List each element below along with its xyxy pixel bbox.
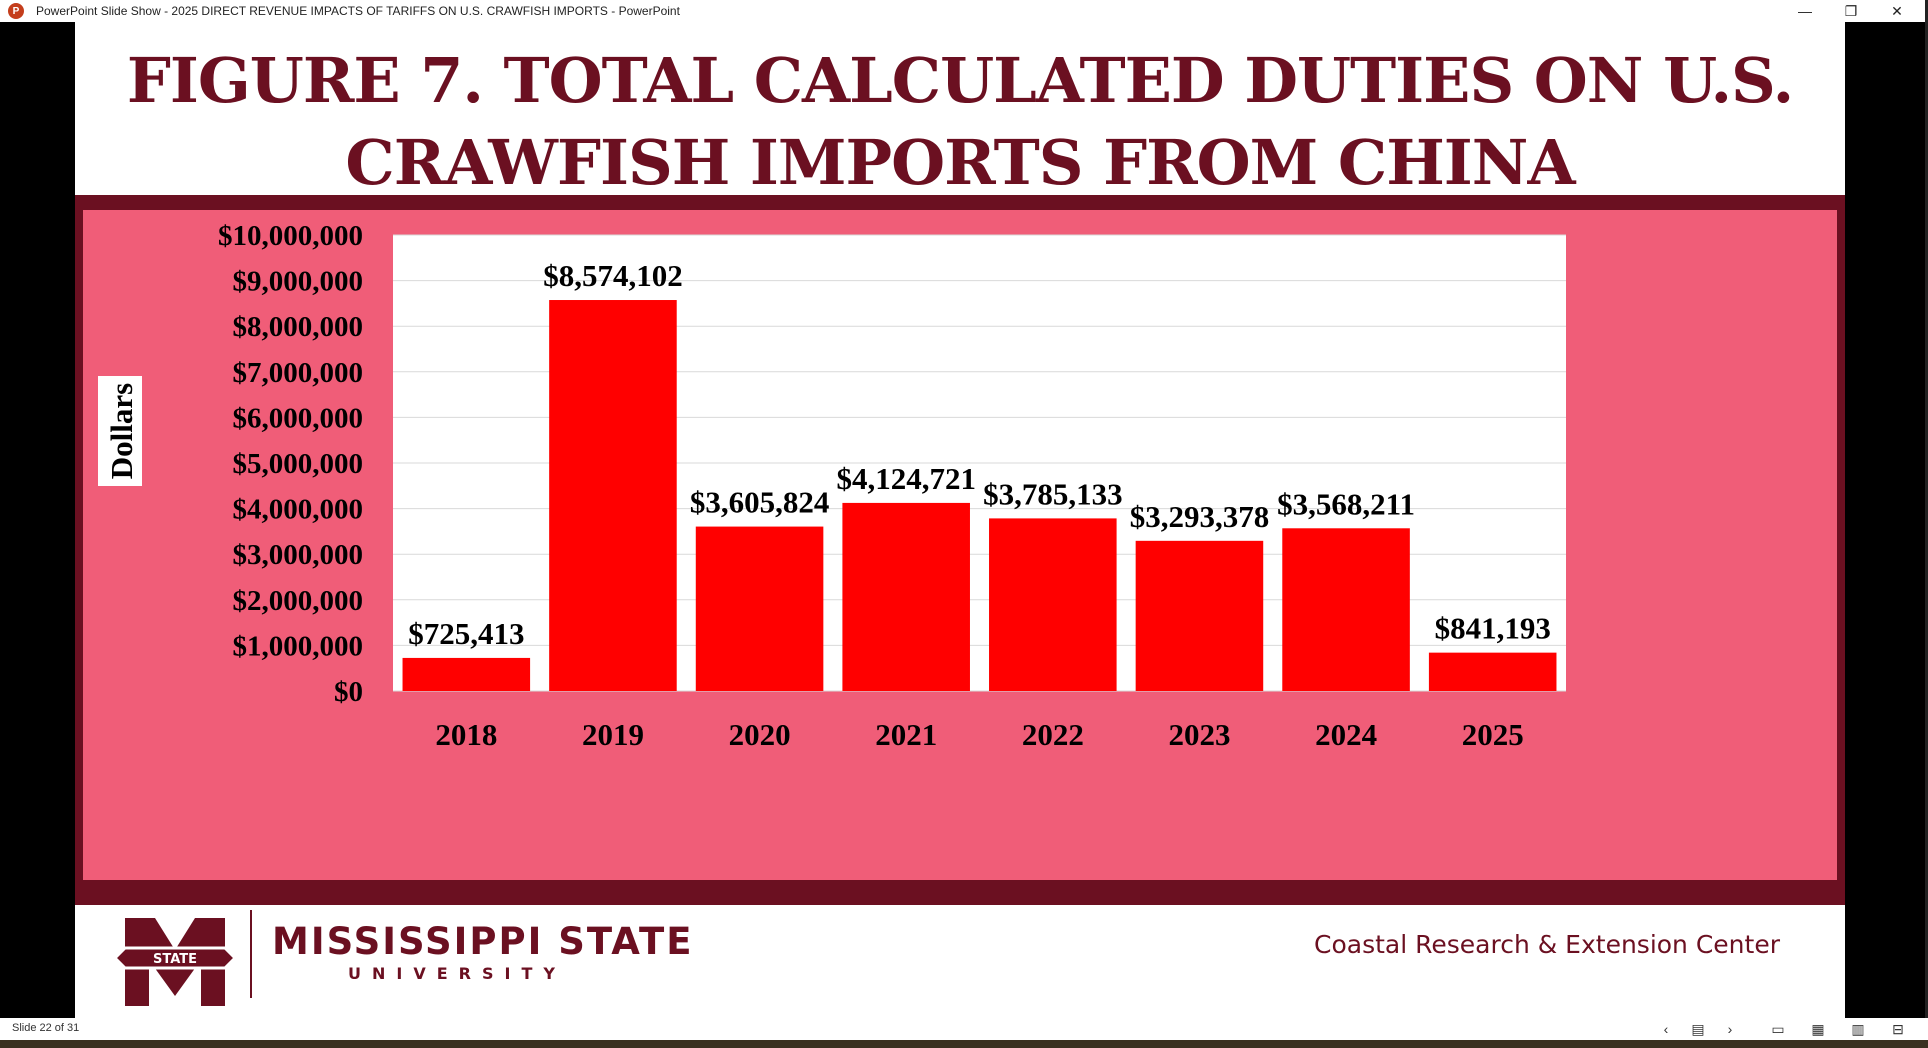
y-tick-label: $1,000,000 — [233, 630, 364, 662]
msu-m-logo: STATE — [115, 918, 235, 1006]
university-subtitle: UNIVERSITY — [348, 964, 566, 983]
center-name: Coastal Research & Extension Center — [1314, 930, 1780, 959]
window-title-bar: P PowerPoint Slide Show - 2025 DIRECT RE… — [0, 0, 1928, 22]
x-tick-label: 2018 — [435, 717, 497, 752]
data-label: $4,124,721 — [836, 461, 976, 496]
bar — [1428, 652, 1557, 691]
logo-divider — [250, 910, 252, 998]
data-label: $8,574,102 — [543, 258, 683, 293]
previous-slide-button[interactable]: ‹ — [1663, 1021, 1669, 1037]
data-label: $3,568,211 — [1277, 486, 1415, 521]
window-title: PowerPoint Slide Show - 2025 DIRECT REVE… — [36, 4, 680, 18]
data-label: $3,605,824 — [690, 485, 830, 520]
y-axis-title-text: Dollars — [104, 383, 139, 479]
slideshow-view-button[interactable]: ⊟ — [1892, 1020, 1904, 1037]
slide-menu-button[interactable]: ▤ — [1691, 1020, 1705, 1037]
y-axis-title-box — [98, 376, 142, 486]
bar — [1282, 528, 1410, 691]
x-tick-label: 2022 — [1022, 717, 1084, 752]
data-label: $3,293,378 — [1130, 499, 1270, 534]
x-tick-label: 2021 — [875, 717, 937, 752]
bar — [842, 502, 970, 691]
bar — [989, 518, 1117, 691]
x-tick-label: 2020 — [729, 717, 791, 752]
bar — [1135, 540, 1264, 691]
slide-sorter-button[interactable]: ▦ — [1811, 1020, 1825, 1037]
chart-frame: $0 $1,000,000 $2,000,000 $3,000,000 $4,000,0… — [75, 205, 1845, 905]
data-label: $3,785,133 — [983, 476, 1123, 511]
slide-title-line-2: CRAWFISH IMPORTS FROM CHINA — [345, 126, 1575, 199]
slide-title-line-1: FIGURE 7. TOTAL CALCULATED DUTIES ON U.S… — [126, 44, 1794, 117]
y-tick-label: $2,000,000 — [233, 585, 364, 617]
university-name: MISSISSIPPI STATE — [272, 920, 694, 963]
y-tick-label: $0 — [334, 676, 363, 708]
slide-counter: Slide 22 of 31 — [12, 1022, 80, 1034]
bar-chart: $0 $1,000,000 $2,000,000 $3,000,000 $4,000,0… — [98, 220, 1566, 752]
title-divider-bar — [75, 195, 1845, 205]
footer-divider-bar — [75, 897, 1845, 905]
data-label: $725,413 — [408, 616, 524, 651]
minimize-button[interactable]: — — [1798, 3, 1812, 19]
slide-canvas[interactable]: FIGURE 7. TOTAL CALCULATED DUTIES ON U.S… — [75, 22, 1845, 1018]
bar — [549, 300, 677, 691]
y-tick-label: $3,000,000 — [233, 539, 364, 571]
close-button[interactable]: ✕ — [1891, 2, 1903, 19]
slideshow-status-bar: Slide 22 of 31 ‹ ▤ › ▭ ▦ ▥ ⊟ — [0, 1018, 1928, 1040]
slide-title: FIGURE 7. TOTAL CALCULATED DUTIES ON U.S… — [75, 40, 1845, 204]
y-tick-label: $8,000,000 — [233, 311, 364, 343]
x-tick-label: 2023 — [1168, 717, 1230, 752]
y-tick-label: $5,000,000 — [233, 448, 364, 480]
bar — [695, 526, 824, 691]
bar — [402, 657, 531, 691]
logo-badge-text: STATE — [153, 952, 197, 967]
next-slide-button[interactable]: › — [1727, 1021, 1733, 1037]
data-label: $841,193 — [1435, 611, 1551, 646]
y-tick-label: $6,000,000 — [233, 402, 364, 434]
powerpoint-app-icon: P — [8, 3, 24, 19]
x-tick-label: 2019 — [582, 717, 644, 752]
window-right-edge — [1925, 0, 1928, 1048]
taskbar-strip — [0, 1040, 1928, 1048]
x-tick-label: 2024 — [1315, 717, 1377, 752]
x-tick-label: 2025 — [1462, 717, 1524, 752]
y-axis-title: Dollars — [98, 376, 142, 486]
y-tick-label: $4,000,000 — [233, 494, 364, 526]
restore-button[interactable]: ❐ — [1844, 2, 1858, 19]
y-tick-label: $7,000,000 — [233, 357, 364, 389]
y-tick-label: $9,000,000 — [233, 266, 364, 298]
reading-view-button[interactable]: ▥ — [1851, 1020, 1865, 1037]
y-tick-label: $10,000,000 — [218, 220, 363, 252]
normal-view-button[interactable]: ▭ — [1771, 1020, 1785, 1037]
chart-area: $0 $1,000,000 $2,000,000 $3,000,000 $4,000,0… — [83, 210, 1837, 880]
